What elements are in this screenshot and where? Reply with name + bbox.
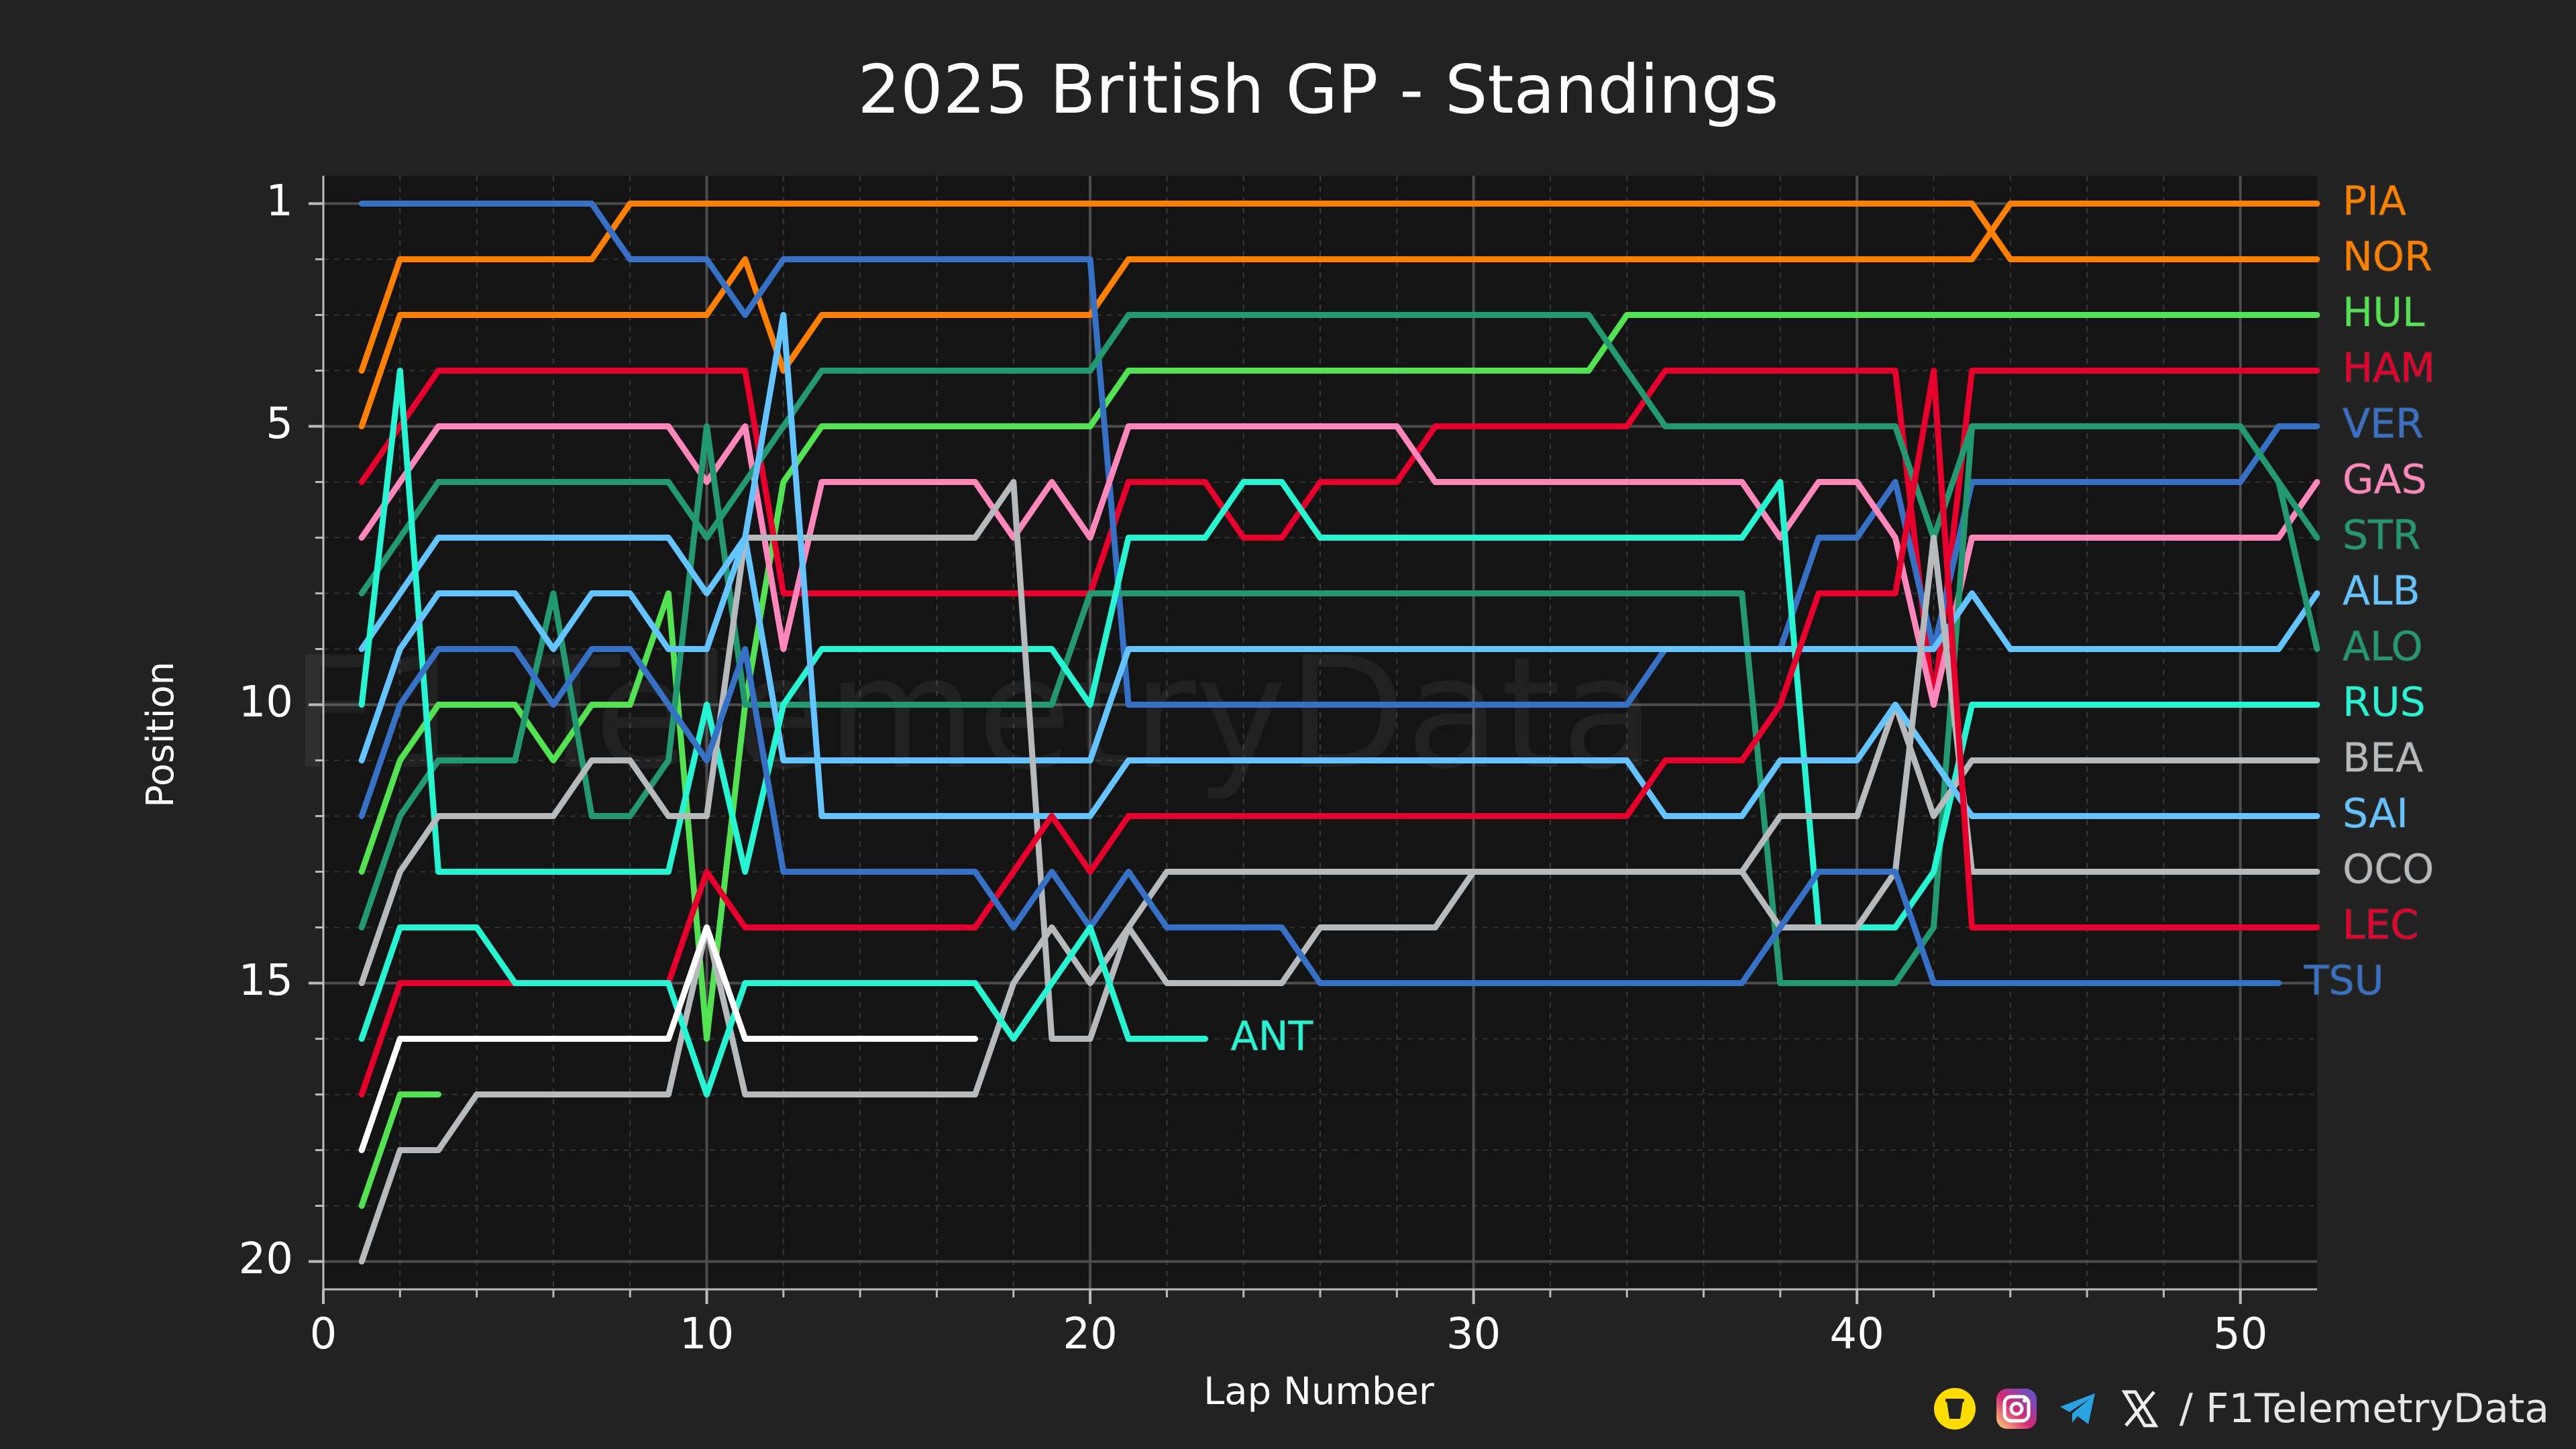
series-label-alo: ALO (2343, 623, 2423, 670)
buymeacoffee-icon[interactable] (1933, 1387, 1977, 1431)
series-label-bea: BEA (2343, 735, 2423, 782)
x-tick-label: 0 (310, 1309, 337, 1359)
series-line-ant (358, 924, 1208, 1097)
series-line-alb (358, 535, 2320, 763)
series-label-pia: PIA (2343, 178, 2406, 225)
x-axis-label: Lap Number (1203, 1370, 1435, 1413)
x-axis-ticks: 0 10 20 30 40 50 (310, 1289, 2267, 1359)
x-tick-label: 50 (2213, 1309, 2267, 1359)
series-label-hul: HUL (2343, 289, 2425, 336)
y-tick-label: 10 (239, 678, 293, 727)
x-tick-label: 10 (680, 1309, 734, 1359)
y-tick-label: 15 (239, 956, 293, 1006)
series-label-rus: RUS (2343, 679, 2426, 726)
x-icon[interactable] (2118, 1387, 2162, 1431)
chart-title: 2025 British GP - Standings (857, 50, 1778, 129)
series-label-ham: HAM (2343, 345, 2435, 392)
series-label-tsu: TSU (2304, 957, 2384, 1004)
y-tick-label: 1 (266, 176, 293, 226)
series-label-oco: OCO (2343, 846, 2434, 893)
series-labels: NOR PIA HUL HAM VER GAS STR ALB ALO RUS BEA SAI OCO L… (1230, 177, 2436, 1061)
x-tick-label: 20 (1063, 1309, 1117, 1359)
series-label-lec: LEC (2343, 902, 2418, 949)
series-label-nor: NOR (2343, 233, 2432, 280)
series-line-hul (358, 312, 2320, 1042)
y-tick-label: 5 (266, 399, 293, 449)
series-label-str: STR (2343, 512, 2420, 559)
telegram-icon[interactable] (2056, 1387, 2100, 1431)
series-line-tsu (358, 646, 2282, 986)
series-label-gas: GAS (2343, 456, 2427, 503)
instagram-icon[interactable] (1994, 1387, 2039, 1431)
series-line-bea (358, 479, 2320, 1042)
y-tick-label: 20 (239, 1234, 293, 1284)
series-line-unlabeled (358, 924, 979, 1153)
minor-grid (323, 176, 2317, 1289)
series-line-pia (358, 201, 2320, 429)
y-axis-label: Position (139, 661, 182, 808)
x-tick-label: 40 (1829, 1309, 1884, 1359)
series-line-gas (358, 423, 2320, 708)
series-line-oco (358, 535, 2320, 1265)
social-handle[interactable]: / F1TelemetryData (2179, 1385, 2549, 1432)
series-lines (358, 201, 2320, 1265)
series-line-lec (358, 368, 2320, 1097)
series-line-unlabeled (358, 1091, 441, 1209)
series-label-ant: ANT (1231, 1013, 1313, 1060)
series-label-sai: SAI (2343, 790, 2408, 837)
series-label-ver: VER (2343, 400, 2424, 447)
series-line-alo (358, 312, 2320, 652)
series-line-ham (358, 368, 2320, 708)
series-line-str (358, 423, 2320, 986)
series-line-sai (358, 312, 2320, 819)
series-label-alb: ALB (2343, 568, 2420, 614)
x-tick-label: 30 (1446, 1309, 1501, 1359)
footer: / F1TelemetryData (1933, 1382, 2549, 1436)
series-line-nor (358, 201, 2320, 374)
